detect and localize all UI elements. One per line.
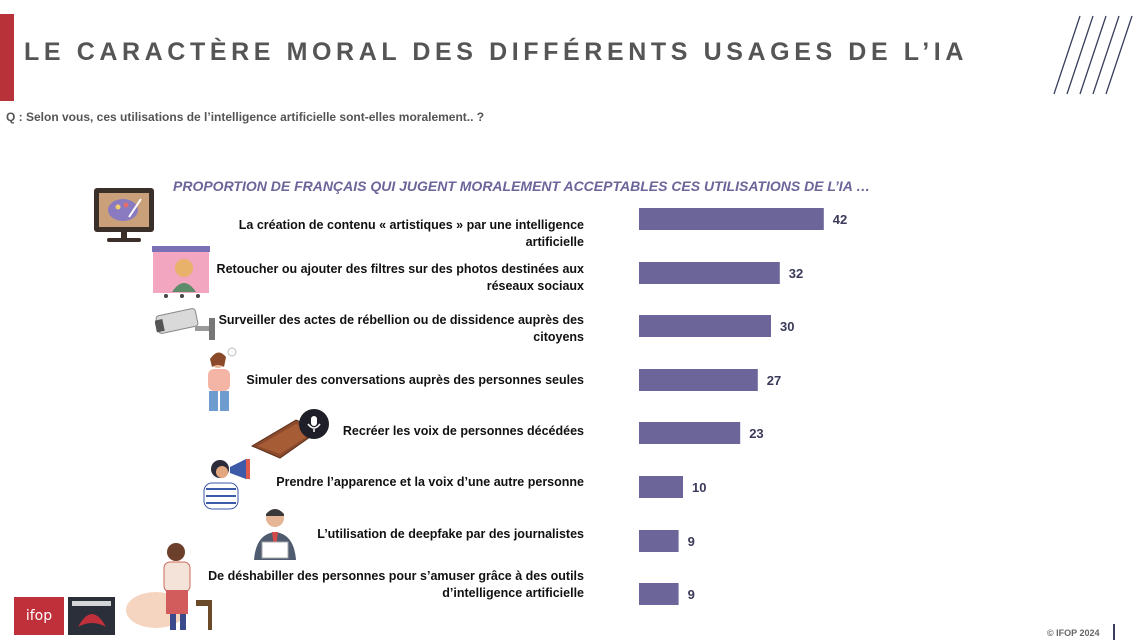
ifop-logo: ifop	[14, 597, 64, 635]
bar-value-label: 32	[789, 266, 803, 281]
bar-value-label: 23	[749, 426, 763, 441]
category-label: L’utilisation de deepfake par des journa…	[317, 527, 584, 541]
bar	[639, 583, 679, 605]
copyright-divider	[1113, 624, 1115, 640]
decorative-lines	[1053, 15, 1133, 95]
survey-question: Q : Selon vous, ces utilisations de l’in…	[6, 110, 485, 124]
category-label: Retoucher ou ajouter des filtres sur des…	[216, 262, 584, 293]
chart-title: PROPORTION DE FRANÇAIS QUI JUGENT MORALE…	[173, 178, 871, 194]
bar	[639, 208, 824, 230]
category-label: Simuler des conversations auprès des per…	[246, 373, 584, 387]
category-label: De déshabiller des personnes pour s’amus…	[208, 569, 584, 600]
category-label: Surveiller des actes de rébellion ou de …	[218, 313, 584, 344]
page-title: LE CARACTÈRE MORAL DES DIFFÉRENTS USAGES…	[24, 38, 969, 66]
bar-value-label: 9	[688, 534, 695, 549]
bar	[639, 315, 771, 337]
painting-monitor-icon	[94, 188, 154, 242]
bar	[639, 262, 780, 284]
partner-logo	[68, 597, 115, 635]
security-camera-icon	[155, 308, 215, 340]
bar-value-label: 27	[767, 373, 781, 388]
accent-bar	[0, 14, 14, 101]
bar	[639, 476, 683, 498]
bar-value-label: 30	[780, 319, 794, 334]
bar	[639, 530, 679, 552]
category-label: La création de contenu « artistiques » p…	[238, 218, 584, 249]
bar-value-label: 10	[692, 480, 706, 495]
sitting-man-icon	[126, 543, 212, 630]
bar	[639, 422, 741, 444]
copyright-text: © IFOP 2024	[1047, 628, 1100, 638]
megaphone-person-icon	[203, 459, 250, 510]
category-label: Prendre l’apparence et la voix d’une aut…	[276, 475, 584, 489]
bar-value-label: 42	[833, 212, 847, 227]
bar-value-label: 9	[688, 587, 695, 602]
photo-filter-icon	[152, 246, 210, 298]
category-label: Recréer les voix de personnes décédées	[342, 424, 584, 438]
person-talking-icon	[208, 347, 237, 411]
coffin-microphone-icon	[250, 409, 329, 459]
news-anchor-icon	[254, 509, 296, 560]
bar	[639, 369, 758, 391]
